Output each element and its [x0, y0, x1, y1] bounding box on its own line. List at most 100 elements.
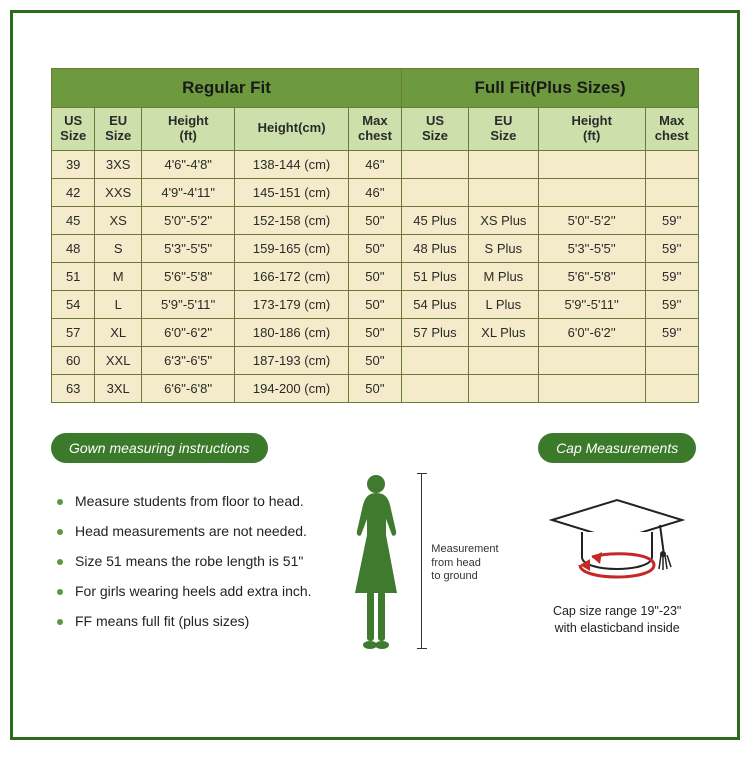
full-fit-header: Full Fit(Plus Sizes) — [402, 69, 699, 108]
table-cell: 173-179 (cm) — [235, 290, 348, 318]
table-cell: 5'6''-5'8'' — [538, 262, 645, 290]
column-header: EUSize — [468, 108, 538, 151]
column-header-row: USSizeEUSizeHeight(ft)Height(cm)Maxchest… — [52, 108, 699, 151]
figure-column: Measurement from head to ground — [345, 433, 515, 663]
table-row: 51M5'6''-5'8''166-172 (cm)50''51 PlusM P… — [52, 262, 699, 290]
measurement-label: Measurement from head to ground — [431, 543, 511, 584]
table-cell — [645, 374, 698, 402]
gown-instructions: Gown measuring instructions Measure stud… — [51, 433, 325, 663]
table-row: 633XL6'6''-6'8''194-200 (cm)50'' — [52, 374, 699, 402]
table-cell: 59'' — [645, 318, 698, 346]
table-cell — [538, 346, 645, 374]
size-chart-frame: Regular Fit Full Fit(Plus Sizes) USSizeE… — [10, 10, 740, 740]
cap-pill: Cap Measurements — [538, 433, 696, 463]
table-cell: M Plus — [468, 262, 538, 290]
cap-text: Cap size range 19"-23" with elasticband … — [535, 603, 699, 637]
table-cell: 51 — [52, 262, 95, 290]
graduation-cap-icon — [542, 485, 692, 595]
table-cell: 50'' — [348, 206, 401, 234]
instruction-item: Head measurements are not needed. — [57, 523, 325, 539]
table-cell — [645, 178, 698, 206]
table-cell: S Plus — [468, 234, 538, 262]
table-cell: 50'' — [348, 290, 401, 318]
table-cell: 6'3''-6'5'' — [142, 346, 235, 374]
table-row: 60XXL6'3''-6'5''187-193 (cm)50'' — [52, 346, 699, 374]
table-cell: 4'6"-4'8" — [142, 150, 235, 178]
table-cell: 5'0''-5'2'' — [142, 206, 235, 234]
table-cell: 59'' — [645, 262, 698, 290]
table-cell: 180-186 (cm) — [235, 318, 348, 346]
column-header: Height(cm) — [235, 108, 348, 151]
instruction-item: For girls wearing heels add extra inch. — [57, 583, 325, 599]
table-cell: S — [95, 234, 142, 262]
table-cell: 57 — [52, 318, 95, 346]
table-cell: XS — [95, 206, 142, 234]
table-cell: 194-200 (cm) — [235, 374, 348, 402]
table-cell: XS Plus — [468, 206, 538, 234]
table-cell: 50'' — [348, 346, 401, 374]
instruction-item: Size 51 means the robe length is 51" — [57, 553, 325, 569]
table-cell: XL Plus — [468, 318, 538, 346]
table-cell: 42 — [52, 178, 95, 206]
group-header-row: Regular Fit Full Fit(Plus Sizes) — [52, 69, 699, 108]
table-cell: 6'0''-6'2'' — [142, 318, 235, 346]
table-cell — [402, 374, 469, 402]
table-cell: XL — [95, 318, 142, 346]
table-cell: 159-165 (cm) — [235, 234, 348, 262]
instruction-item: Measure students from floor to head. — [57, 493, 325, 509]
table-cell: 50'' — [348, 374, 401, 402]
table-cell: 138-144 (cm) — [235, 150, 348, 178]
table-cell: 50'' — [348, 234, 401, 262]
table-cell: 152-158 (cm) — [235, 206, 348, 234]
table-cell: M — [95, 262, 142, 290]
table-cell: 5'6''-5'8'' — [142, 262, 235, 290]
size-table-body: 393XS4'6"-4'8"138-144 (cm)46''42XXS4'9"-… — [52, 150, 699, 402]
table-cell: L Plus — [468, 290, 538, 318]
column-header: Maxchest — [645, 108, 698, 151]
column-header: EUSize — [95, 108, 142, 151]
table-cell: 63 — [52, 374, 95, 402]
column-header: Height(ft) — [538, 108, 645, 151]
table-cell: L — [95, 290, 142, 318]
table-cell — [468, 346, 538, 374]
instruction-list: Measure students from floor to head. Head… — [51, 493, 325, 629]
table-cell — [538, 178, 645, 206]
table-row: 48S5'3''-5'5''159-165 (cm)50''48 PlusS P… — [52, 234, 699, 262]
table-cell: 187-193 (cm) — [235, 346, 348, 374]
lower-section: Gown measuring instructions Measure stud… — [51, 433, 699, 663]
gown-pill: Gown measuring instructions — [51, 433, 268, 463]
table-cell — [402, 150, 469, 178]
table-cell — [402, 178, 469, 206]
table-cell: 45 — [52, 206, 95, 234]
table-cell: 48 Plus — [402, 234, 469, 262]
table-cell: 5'3''-5'5'' — [142, 234, 235, 262]
table-cell: 50'' — [348, 262, 401, 290]
table-cell: 57 Plus — [402, 318, 469, 346]
column-header: Maxchest — [348, 108, 401, 151]
table-row: 45XS5'0''-5'2''152-158 (cm)50''45 PlusXS… — [52, 206, 699, 234]
table-cell: 45 Plus — [402, 206, 469, 234]
measurement-bar-icon — [421, 473, 422, 649]
table-cell: 51 Plus — [402, 262, 469, 290]
table-cell — [645, 150, 698, 178]
table-cell: 39 — [52, 150, 95, 178]
regular-fit-header: Regular Fit — [52, 69, 402, 108]
table-cell — [468, 374, 538, 402]
table-cell — [468, 178, 538, 206]
table-cell: 4'9"-4'11" — [142, 178, 235, 206]
table-cell: 50'' — [348, 318, 401, 346]
table-row: 393XS4'6"-4'8"138-144 (cm)46'' — [52, 150, 699, 178]
column-header: USSize — [52, 108, 95, 151]
table-cell — [538, 374, 645, 402]
table-cell — [645, 346, 698, 374]
table-row: 54L5'9''-5'11''173-179 (cm)50''54 PlusL … — [52, 290, 699, 318]
table-cell: XXL — [95, 346, 142, 374]
table-cell: 54 — [52, 290, 95, 318]
table-cell: 3XS — [95, 150, 142, 178]
column-header: Height(ft) — [142, 108, 235, 151]
table-cell — [468, 150, 538, 178]
column-header: USSize — [402, 108, 469, 151]
table-cell: 5'9''-5'11'' — [538, 290, 645, 318]
table-row: 42XXS4'9"-4'11"145-151 (cm)46'' — [52, 178, 699, 206]
table-cell — [402, 346, 469, 374]
